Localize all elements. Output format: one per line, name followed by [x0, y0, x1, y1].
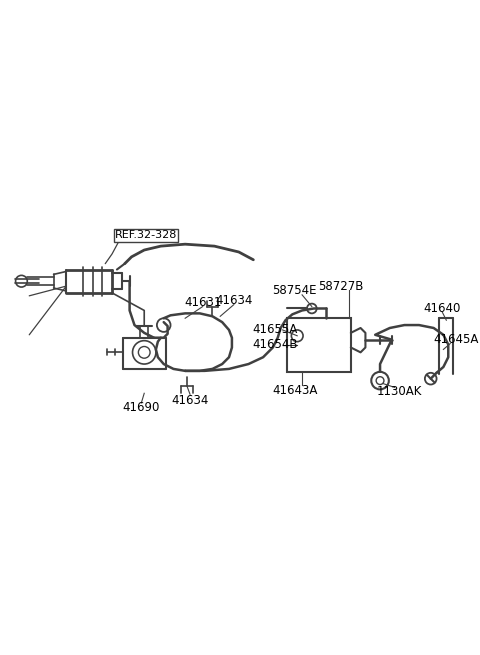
Text: 58754E: 58754E — [272, 284, 316, 297]
Text: 41643A: 41643A — [273, 384, 318, 397]
Bar — [288, 318, 351, 372]
Text: 41645A: 41645A — [433, 333, 479, 346]
Text: REF.32-328: REF.32-328 — [115, 231, 178, 240]
Text: 58727B: 58727B — [318, 280, 364, 293]
Text: 41634: 41634 — [215, 294, 252, 307]
Text: 1130AK: 1130AK — [377, 385, 422, 398]
Text: 41631: 41631 — [184, 296, 221, 309]
Text: 41654B: 41654B — [252, 338, 298, 351]
Text: 41690: 41690 — [122, 402, 160, 415]
Text: 41655A: 41655A — [252, 324, 298, 337]
Text: 41640: 41640 — [424, 302, 461, 315]
Text: 41634: 41634 — [171, 394, 209, 407]
